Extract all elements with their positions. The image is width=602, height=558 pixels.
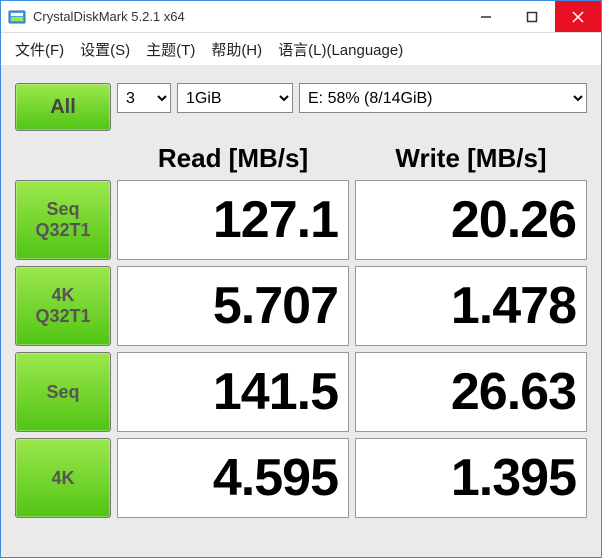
seq-q32t1-write: 20.26 xyxy=(355,180,587,260)
selectors: 3 1GiB E: 58% (8/14GiB) xyxy=(117,83,587,131)
menu-language[interactable]: 语言(L)(Language) xyxy=(270,35,411,64)
seq-write: 26.63 xyxy=(355,352,587,432)
4k-button[interactable]: 4K xyxy=(15,438,111,518)
btn-label: Seq xyxy=(46,199,79,220)
menu-file[interactable]: 文件(F) xyxy=(7,35,72,64)
row-seq-q32t1: Seq Q32T1 127.1 20.26 xyxy=(15,180,587,260)
minimize-button[interactable] xyxy=(463,1,509,32)
column-headers: Read [MB/s] Write [MB/s] xyxy=(15,139,587,180)
app-icon xyxy=(7,7,27,27)
row-4k: 4K 4.595 1.395 xyxy=(15,438,587,518)
row-seq: Seq 141.5 26.63 xyxy=(15,352,587,432)
app-window: CrystalDiskMark 5.2.1 x64 文件(F) 设置(S) 主题… xyxy=(0,0,602,558)
btn-label: Q32T1 xyxy=(35,220,90,241)
btn-label: Q32T1 xyxy=(35,306,90,327)
4k-q32t1-write: 1.478 xyxy=(355,266,587,346)
4k-write: 1.395 xyxy=(355,438,587,518)
seq-q32t1-button[interactable]: Seq Q32T1 xyxy=(15,180,111,260)
btn-label: Seq xyxy=(46,382,79,403)
seq-button[interactable]: Seq xyxy=(15,352,111,432)
titlebar: CrystalDiskMark 5.2.1 x64 xyxy=(1,1,601,33)
4k-q32t1-button[interactable]: 4K Q32T1 xyxy=(15,266,111,346)
menu-theme[interactable]: 主题(T) xyxy=(138,35,203,64)
menubar: 文件(F) 设置(S) 主题(T) 帮助(H) 语言(L)(Language) xyxy=(1,33,601,65)
size-select[interactable]: 1GiB xyxy=(177,83,293,113)
btn-label: 4K xyxy=(51,468,74,489)
all-button[interactable]: All xyxy=(15,83,111,131)
window-title: CrystalDiskMark 5.2.1 x64 xyxy=(33,9,463,24)
drive-select[interactable]: E: 58% (8/14GiB) xyxy=(299,83,587,113)
menu-help[interactable]: 帮助(H) xyxy=(203,35,270,64)
header-write: Write [MB/s] xyxy=(355,139,587,180)
btn-label: 4K xyxy=(51,285,74,306)
seq-q32t1-read: 127.1 xyxy=(117,180,349,260)
header-read: Read [MB/s] xyxy=(117,139,349,180)
menu-settings[interactable]: 设置(S) xyxy=(72,35,138,64)
4k-q32t1-read: 5.707 xyxy=(117,266,349,346)
window-controls xyxy=(463,1,601,32)
content-area: All 3 1GiB E: 58% (8/14GiB) Read [MB/s] … xyxy=(1,65,601,557)
header-spacer xyxy=(15,139,111,180)
maximize-button[interactable] xyxy=(509,1,555,32)
4k-read: 4.595 xyxy=(117,438,349,518)
close-button[interactable] xyxy=(555,1,601,32)
controls-row: All 3 1GiB E: 58% (8/14GiB) xyxy=(15,83,587,131)
seq-read: 141.5 xyxy=(117,352,349,432)
row-4k-q32t1: 4K Q32T1 5.707 1.478 xyxy=(15,266,587,346)
runs-select[interactable]: 3 xyxy=(117,83,171,113)
